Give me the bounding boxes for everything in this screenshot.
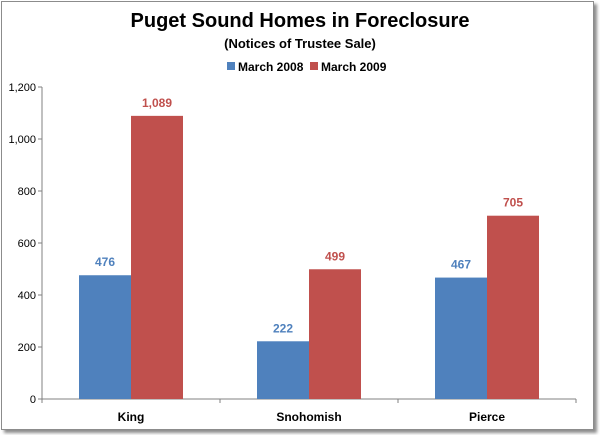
bars — [79, 115, 539, 400]
data-label-pierce-march-2009: 705 — [503, 196, 523, 210]
bar-king-march-2008 — [79, 275, 131, 399]
x-tick-label-pierce: Pierce — [469, 410, 505, 424]
y-tick-label: 400 — [18, 290, 36, 302]
y-tick-label: 200 — [18, 342, 36, 354]
data-label-snohomish-march-2008: 222 — [273, 321, 293, 335]
data-labels: 476 1,089 222 499 467 705 — [95, 96, 523, 335]
x-tick-label-king: King — [118, 410, 145, 424]
data-label-king-march-2008: 476 — [95, 255, 115, 269]
bar-snohomish-march-2009 — [309, 269, 361, 399]
bar-snohomish-march-2008 — [257, 341, 309, 399]
data-label-pierce-march-2008: 467 — [451, 258, 471, 272]
legend-swatch-march-2008 — [227, 62, 235, 70]
y-tick-label: 0 — [30, 394, 36, 406]
y-tick-label: 1,000 — [8, 134, 36, 146]
chart-subtitle: (Notices of Trustee Sale) — [224, 36, 376, 51]
bar-pierce-march-2008 — [435, 277, 487, 399]
data-label-snohomish-march-2009: 499 — [325, 249, 345, 263]
y-tick-label: 800 — [18, 186, 36, 198]
data-label-king-march-2009: 1,089 — [142, 96, 172, 110]
y-tick-label: 600 — [18, 238, 36, 250]
y-tick-label: 1,200 — [8, 82, 36, 94]
chart-title: Puget Sound Homes in Foreclosure — [131, 10, 470, 32]
x-tick-label-snohomish: Snohomish — [276, 410, 341, 424]
legend-swatch-march-2009 — [310, 62, 318, 70]
legend-label-march-2008: March 2008 — [238, 60, 304, 74]
legend-label-march-2009: March 2009 — [321, 60, 387, 74]
bar-king-march-2009 — [131, 115, 183, 400]
legend: March 2008 March 2009 — [227, 60, 387, 74]
bar-pierce-march-2009 — [487, 215, 539, 399]
